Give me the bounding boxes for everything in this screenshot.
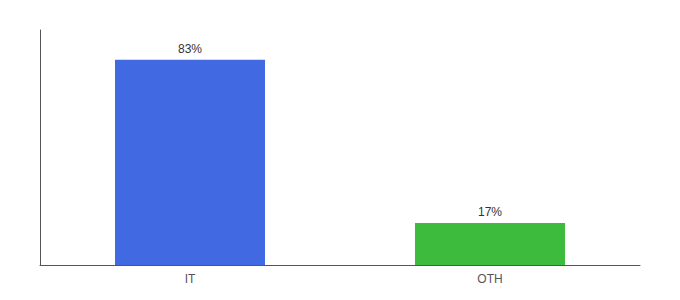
- svg-text:IT: IT: [185, 272, 196, 286]
- svg-text:83%: 83%: [178, 42, 202, 56]
- svg-text:17%: 17%: [478, 205, 502, 219]
- svg-text:OTH: OTH: [477, 272, 502, 286]
